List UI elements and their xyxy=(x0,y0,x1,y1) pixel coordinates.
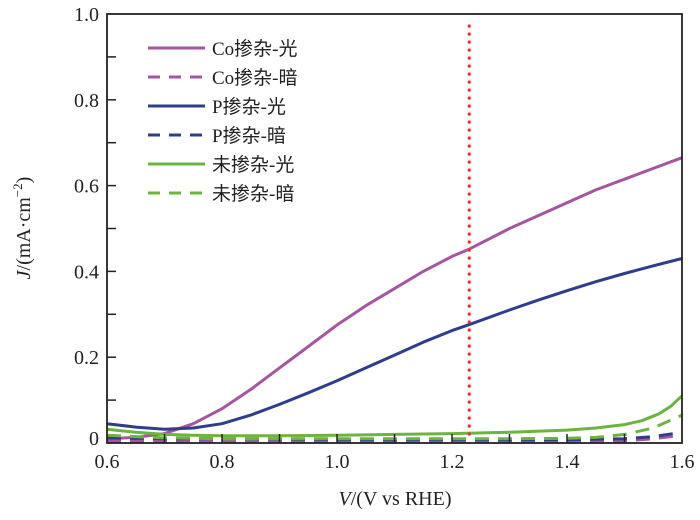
x-tick-label: 0.8 xyxy=(210,451,235,473)
legend-item: Co掺杂-暗 xyxy=(148,67,298,89)
tick-label-layer: 0.6 0.8 1.0 1.2 1.4 1.6 0 0.2 0.4 0.6 0.8 1.0 xyxy=(74,4,695,473)
ticks-layer xyxy=(107,56,626,443)
series-layer xyxy=(106,156,684,444)
legend-item: 未掺杂-光 xyxy=(148,154,294,176)
legend-label: P掺杂-暗 xyxy=(212,125,286,147)
legend-label: P掺杂-光 xyxy=(212,96,286,118)
legend-label: 未掺杂-暗 xyxy=(212,183,294,205)
x-axis-title: V/(V vs RHE) xyxy=(339,488,452,510)
series-line-4 xyxy=(106,394,684,438)
y-tick-label: 0.8 xyxy=(74,90,99,112)
series-line-2 xyxy=(106,257,683,431)
y-tick-label: 0.4 xyxy=(74,261,99,283)
y-tick-label: 0.2 xyxy=(74,347,99,369)
legend-label: 未掺杂-光 xyxy=(212,154,294,176)
y-tick-label: 1.0 xyxy=(74,4,99,26)
legend-item: P掺杂-光 xyxy=(148,96,286,118)
x-tick-label: 1.6 xyxy=(670,451,695,473)
legend-label: Co掺杂-暗 xyxy=(212,67,298,89)
x-tick-label: 1.4 xyxy=(555,451,580,473)
legend-item: P掺杂-暗 xyxy=(148,125,286,147)
legend-item: Co掺杂-光 xyxy=(148,38,298,60)
x-tick-label: 1.2 xyxy=(440,451,465,473)
x-tick-label: 1.0 xyxy=(325,451,350,473)
x-tick-label: 0.6 xyxy=(95,451,120,473)
y-axis-title: J/(mA·cm−2) xyxy=(10,177,35,280)
series-line-0 xyxy=(106,156,683,441)
y-tick-label: 0 xyxy=(89,428,99,450)
series-line-1 xyxy=(106,433,683,444)
legend-item: 未掺杂-暗 xyxy=(148,183,294,205)
y-tick-label: 0.6 xyxy=(74,176,99,198)
legend-label: Co掺杂-光 xyxy=(212,38,298,60)
